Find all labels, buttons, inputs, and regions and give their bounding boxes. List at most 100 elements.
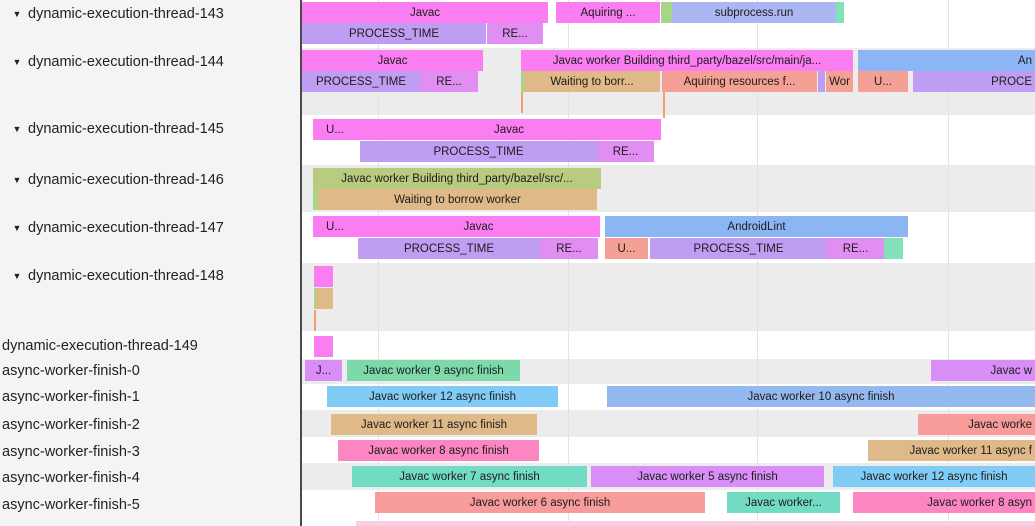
trace-slice[interactable]: Javac worke (918, 414, 1035, 435)
track-label-dynamic-execution-thread-143[interactable]: ▼ dynamic-execution-thread-143 (0, 4, 300, 24)
trace-slice[interactable]: Javac worker Building third_party/bazel/… (521, 50, 853, 71)
slice-label: Javac worker 12 async finish (368, 390, 516, 403)
trace-slice[interactable] (521, 92, 523, 113)
track-label-dynamic-execution-thread-144[interactable]: ▼ dynamic-execution-thread-144 (0, 52, 300, 72)
trace-slice[interactable]: Javac worker Building third_party/bazel/… (313, 168, 601, 189)
trace-slice[interactable]: RE... (420, 71, 478, 92)
trace-slice[interactable] (314, 266, 333, 287)
slice-label: Aquiring resources f... (683, 75, 796, 88)
trace-slice[interactable] (356, 521, 1035, 526)
trace-slice[interactable] (521, 71, 524, 92)
trace-slice[interactable]: Javac worker 8 async finish (338, 440, 539, 461)
track-label-text: async-worker-finish-4 (2, 470, 140, 486)
trace-slice[interactable]: RE... (597, 141, 654, 162)
trace-slice[interactable]: RE... (540, 238, 598, 259)
slice-label: PROCE (991, 75, 1032, 88)
track-label-dynamic-execution-thread-146[interactable]: ▼ dynamic-execution-thread-146 (0, 170, 300, 190)
trace-slice[interactable]: Javac (357, 216, 600, 237)
slice-label: PROCESS_TIME (433, 145, 524, 158)
trace-slice[interactable] (314, 336, 333, 357)
trace-slice[interactable]: subprocess.run (672, 2, 836, 23)
trace-slice[interactable]: An (858, 50, 1035, 71)
trace-slice[interactable]: Javac worker... (727, 492, 840, 513)
trace-slice[interactable]: Javac worker 8 asyn (853, 492, 1035, 513)
track-label-async-worker-finish-5[interactable]: async-worker-finish-5 (0, 495, 300, 515)
trace-slice[interactable] (316, 288, 333, 309)
trace-slice[interactable]: PROCESS_TIME (302, 71, 420, 92)
trace-slice[interactable]: Waiting to borr... (524, 71, 660, 92)
trace-slice[interactable]: Javac worker 10 async finish (607, 386, 1035, 407)
track-label-dynamic-execution-thread-145[interactable]: ▼ dynamic-execution-thread-145 (0, 119, 300, 139)
trace-slice[interactable]: U... (313, 119, 357, 140)
trace-slice[interactable]: Javac (357, 119, 661, 140)
expander-icon[interactable]: ▼ (12, 57, 22, 67)
trace-slice[interactable]: Waiting to borrow worker (318, 189, 597, 210)
trace-slice[interactable]: Javac (302, 2, 548, 23)
expander-icon[interactable]: ▼ (12, 9, 22, 19)
expander-icon[interactable]: ▼ (12, 271, 22, 281)
trace-slice[interactable]: Javac worker 7 async finish (352, 466, 587, 487)
gridline (568, 0, 569, 526)
track-label-async-worker-finish-0[interactable]: async-worker-finish-0 (0, 361, 300, 381)
track-label-async-worker-finish-1[interactable]: async-worker-finish-1 (0, 387, 300, 407)
trace-slice[interactable]: Wor (826, 71, 853, 92)
trace-slice[interactable]: Aquiring ... (556, 2, 660, 23)
trace-slice[interactable]: U... (313, 216, 357, 237)
expander-icon[interactable]: ▼ (12, 223, 22, 233)
trace-slice[interactable]: PROCESS_TIME (360, 141, 597, 162)
slice-label: Javac w (990, 364, 1032, 377)
track-label-text: async-worker-finish-5 (2, 497, 140, 513)
track-label-async-worker-finish-2[interactable]: async-worker-finish-2 (0, 415, 300, 435)
track-label-text: dynamic-execution-thread-148 (28, 268, 224, 284)
track-label-text: async-worker-finish-1 (2, 389, 140, 405)
trace-slice[interactable] (314, 288, 316, 309)
expander-icon[interactable]: ▼ (12, 124, 22, 134)
trace-slice[interactable]: Javac worker 11 async finish (331, 414, 537, 435)
track-label-dynamic-execution-thread-147[interactable]: ▼ dynamic-execution-thread-147 (0, 218, 300, 238)
trace-slice[interactable]: Javac worker 9 async finish (347, 360, 520, 381)
trace-slice[interactable] (313, 189, 318, 210)
slice-label: Javac worker 12 async finish (860, 470, 1008, 483)
trace-slice[interactable]: Aquiring resources f... (662, 71, 817, 92)
trace-slice[interactable]: PROCE (913, 71, 1035, 92)
trace-slice[interactable] (661, 2, 672, 23)
trace-slice[interactable]: PROCESS_TIME (358, 238, 540, 259)
slice-label: Javac worker 8 asyn (927, 496, 1032, 509)
track-label-async-worker-finish-4[interactable]: async-worker-finish-4 (0, 468, 300, 488)
trace-slice[interactable] (836, 2, 844, 23)
slice-label: Javac (409, 6, 441, 19)
trace-slice[interactable] (818, 71, 825, 92)
trace-slice[interactable] (884, 238, 903, 259)
trace-slice[interactable]: AndroidLint (605, 216, 908, 237)
trace-slice[interactable]: Javac worker 5 async finish (591, 466, 824, 487)
track-label-text: async-worker-finish-0 (2, 363, 140, 379)
timeline-track-area[interactable]: Javac Aquiring ... subprocess.run PROCESS_T… (302, 0, 1035, 526)
slice-label: Javac worker 6 async finish (469, 496, 611, 509)
trace-slice[interactable]: RE... (487, 23, 543, 44)
trace-slice[interactable]: Javac worker 6 async finish (375, 492, 705, 513)
track-label-dynamic-execution-thread-149[interactable]: dynamic-execution-thread-149 (0, 336, 300, 356)
trace-slice[interactable]: Javac (302, 50, 483, 71)
track-label-text: dynamic-execution-thread-146 (28, 172, 224, 188)
trace-slice[interactable] (663, 92, 665, 118)
trace-slice[interactable]: Javac w (931, 360, 1035, 381)
trace-slice[interactable]: J... (305, 360, 342, 381)
track-label-dynamic-execution-thread-148[interactable]: ▼ dynamic-execution-thread-148 (0, 266, 300, 286)
slice-label: Waiting to borrow worker (394, 193, 521, 206)
expander-icon[interactable]: ▼ (12, 175, 22, 185)
trace-slice[interactable]: U... (858, 71, 908, 92)
trace-slice[interactable]: Javac worker 12 async finish (833, 466, 1035, 487)
trace-slice[interactable]: Javac worker 12 async finish (327, 386, 558, 407)
gridline (948, 0, 949, 526)
trace-slice[interactable]: Javac worker 11 async f (868, 440, 1035, 461)
slice-label: PROCESS_TIME (403, 242, 495, 255)
trace-slice[interactable]: PROCESS_TIME (650, 238, 827, 259)
trace-slice[interactable]: U... (605, 238, 648, 259)
slice-label: RE... (842, 242, 869, 255)
row-band-dynamic-execution-thread-149 (302, 333, 1035, 359)
trace-slice[interactable]: PROCESS_TIME (302, 23, 486, 44)
trace-slice[interactable] (314, 310, 316, 331)
track-label-async-worker-finish-3[interactable]: async-worker-finish-3 (0, 442, 300, 462)
trace-slice[interactable]: RE... (827, 238, 884, 259)
